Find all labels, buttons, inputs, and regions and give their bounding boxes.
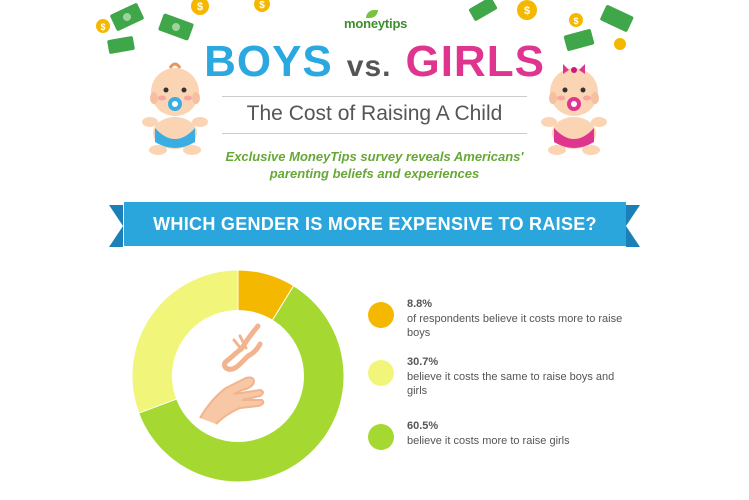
tagline-line-2: parenting beliefs and experiences: [269, 166, 480, 181]
legend-dot-girls: [368, 424, 394, 450]
donut-hole: [172, 310, 304, 442]
money-decoration: $ $ $ $ $: [96, 0, 634, 54]
banner-tail-left: [109, 205, 123, 247]
dollar-bill-icon: [107, 36, 135, 54]
dollar-bill-icon: [110, 3, 144, 31]
moneytips-logo: moneytips: [344, 10, 434, 34]
dollar-coin-icon: $: [254, 0, 270, 12]
legend-desc-girls: believe it costs more to raise girls: [407, 435, 570, 447]
legend-item-same: 30.7% believe it costs the same to raise…: [368, 356, 648, 406]
reaching-hands-icon: [199, 323, 265, 425]
legend-pct-boys: 8.8%: [407, 298, 433, 310]
subtitle-rule: [222, 96, 527, 134]
question-banner: WHICH GENDER IS MORE EXPENSIVE TO RAISE?: [124, 202, 626, 246]
dollar-coin-icon: $: [191, 0, 209, 15]
tagline-line-1: Exclusive MoneyTips survey reveals Ameri…: [225, 149, 524, 164]
baby-boy-illustration: [142, 62, 208, 155]
dollar-bill-icon: [600, 5, 634, 32]
legend-desc-boys: of respondents believe it costs more to …: [407, 313, 623, 339]
svg-text:$: $: [573, 16, 578, 26]
title-girls: GIRLS: [405, 37, 545, 86]
legend-pct-same: 30.7%: [407, 356, 439, 368]
baby-girl-illustration: [541, 64, 607, 155]
banner-tail-right: [626, 205, 640, 247]
svg-text:$: $: [524, 5, 530, 17]
page-title: BOYS vs. GIRLS: [0, 36, 749, 93]
donut-chart: [131, 269, 345, 483]
title-vs: vs.: [346, 50, 392, 83]
page-subtitle: The Cost of Raising A Child: [246, 102, 503, 125]
svg-text:$: $: [259, 0, 265, 11]
logo-text: moneytips: [344, 16, 408, 31]
dollar-coin-icon: $: [569, 13, 583, 27]
title-boys: BOYS: [204, 37, 333, 86]
legend-dot-boys: [368, 302, 394, 328]
dollar-coin-icon: $: [517, 0, 537, 20]
legend-item-boys: 8.8% of respondents believe it costs mor…: [368, 298, 648, 348]
dollar-bill-icon: [563, 29, 595, 51]
legend-pct-girls: 60.5%: [407, 420, 439, 432]
dollar-coin-icon: $: [96, 19, 110, 33]
legend-item-girls: 60.5% believe it costs more to raise gir…: [368, 420, 648, 460]
dollar-bill-icon: [468, 0, 498, 21]
svg-text:$: $: [100, 22, 105, 32]
legend-desc-same: believe it costs the same to raise boys …: [407, 371, 615, 397]
leaf-icon: [366, 10, 378, 18]
tagline: Exclusive MoneyTips survey reveals Ameri…: [0, 148, 749, 182]
dollar-bill-icon: [158, 13, 194, 41]
svg-text:$: $: [197, 1, 203, 13]
dollar-coin-icon: [614, 38, 626, 50]
legend-dot-same: [368, 360, 394, 386]
